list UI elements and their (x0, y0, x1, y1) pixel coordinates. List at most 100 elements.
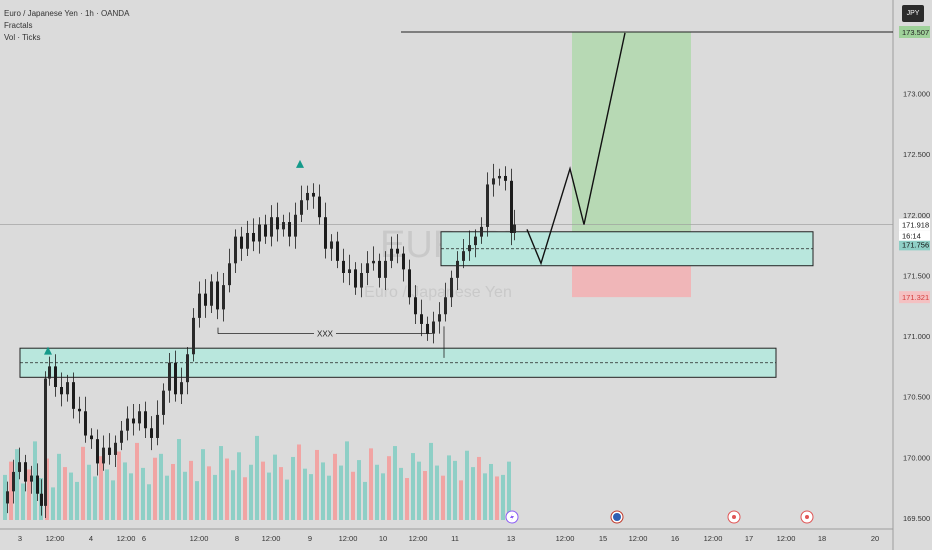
flag-glyph (613, 513, 621, 521)
volume-bar (159, 453, 163, 520)
candle-body (306, 192, 309, 201)
candle-body (96, 439, 99, 464)
volume-bar (267, 472, 271, 520)
candle-body (210, 281, 213, 306)
candle-body (354, 269, 357, 288)
x-tick-label: 6 (142, 534, 146, 543)
legend: Euro / Japanese Yen · 1h · OANDA Fractal… (4, 8, 129, 44)
volume-bar (459, 480, 463, 520)
candle-body (264, 224, 267, 237)
lightning-glyph (510, 513, 514, 521)
indicator-fractals[interactable]: Fractals (4, 21, 33, 30)
y-tick-label: 170.000 (903, 453, 930, 462)
candle-body (114, 442, 117, 455)
volume-bar (207, 466, 211, 520)
volume-bar (405, 478, 409, 520)
x-tick-label: 4 (89, 534, 93, 543)
candle-body (372, 260, 375, 264)
candle-body (48, 366, 51, 379)
candle-body (414, 297, 417, 315)
candle-body (426, 323, 429, 334)
volume-bar (171, 463, 175, 520)
target-glyph (732, 515, 736, 519)
candle-body (510, 180, 513, 233)
volume-bar (15, 449, 19, 520)
x-tick-label: 18 (818, 534, 826, 543)
candle-body (6, 491, 9, 504)
volume-bar (393, 446, 397, 520)
volume-bar (297, 444, 301, 520)
volume-bar (339, 465, 343, 520)
candle-body (480, 226, 483, 237)
candle-body (228, 263, 231, 286)
volume-bar (489, 463, 493, 520)
volume-bar (51, 487, 55, 520)
volume-bar (177, 439, 181, 520)
stop-price-label: 171.321 (902, 293, 929, 302)
candle-body (40, 493, 43, 506)
candle-body (162, 390, 165, 415)
volume-bar (123, 462, 127, 520)
candle-body (186, 354, 189, 383)
candle-body (102, 447, 105, 464)
symbol-title[interactable]: Euro / Japanese Yen · 1h · OANDA (4, 9, 130, 18)
y-tick-label: 171.500 (903, 271, 930, 280)
x-tick-label: 20 (871, 534, 879, 543)
volume-bar (99, 456, 103, 520)
volume-bar (261, 461, 265, 520)
volume-bar (327, 475, 331, 520)
volume-bar (21, 483, 25, 520)
candle-body (318, 196, 321, 218)
volume-bar (345, 441, 349, 520)
volume-bar (351, 471, 355, 520)
candle-body (84, 411, 87, 436)
current-price-label: 171.918 (902, 221, 929, 230)
indicator-volume[interactable]: Vol · Ticks (4, 33, 41, 42)
candle-body (132, 418, 135, 424)
candle-body (72, 382, 75, 409)
x-tick-label: 12:00 (117, 534, 136, 543)
volume-bar (441, 475, 445, 520)
target-area (572, 32, 691, 242)
candle-body (168, 362, 171, 391)
volume-bar (225, 458, 229, 520)
volume-bar (141, 467, 145, 520)
volume-bar (231, 470, 235, 520)
x-tick-label: 12:00 (704, 534, 723, 543)
volume-bar (285, 479, 289, 520)
candle-body (450, 277, 453, 298)
countdown-bg (899, 230, 930, 241)
candle-body (222, 285, 225, 310)
candle-body (402, 253, 405, 270)
volume-bar (387, 456, 391, 520)
candle-body (60, 387, 63, 395)
volume-bar (273, 454, 277, 520)
volume-bar (201, 449, 205, 520)
volume-bar (81, 446, 85, 520)
watermark-name: Euro / Japanese Yen (364, 284, 512, 301)
volume-bar (153, 457, 157, 520)
volume-bar (249, 464, 253, 520)
x-tick-label: 17 (745, 534, 753, 543)
x-tick-label: 13 (507, 534, 515, 543)
volume-bar (399, 467, 403, 520)
currency-button[interactable]: JPY (902, 5, 924, 22)
volume-bar (183, 471, 187, 520)
x-tick-label: 3 (18, 534, 22, 543)
candle-body (216, 281, 219, 310)
candle-body (90, 435, 93, 440)
volume-bar (219, 446, 223, 520)
candle-body (408, 269, 411, 298)
candle-body (312, 192, 315, 197)
volume-bar (117, 451, 121, 520)
x-tick-label: 8 (235, 534, 239, 543)
stop-price-label-bg (899, 291, 930, 304)
fractal-up-marker (44, 346, 52, 355)
volume-bar (477, 456, 481, 520)
volume-bar (381, 473, 385, 520)
candle-body (180, 382, 183, 395)
candle-body (276, 217, 279, 230)
candle-body (192, 317, 195, 355)
volume-bar (147, 484, 151, 520)
